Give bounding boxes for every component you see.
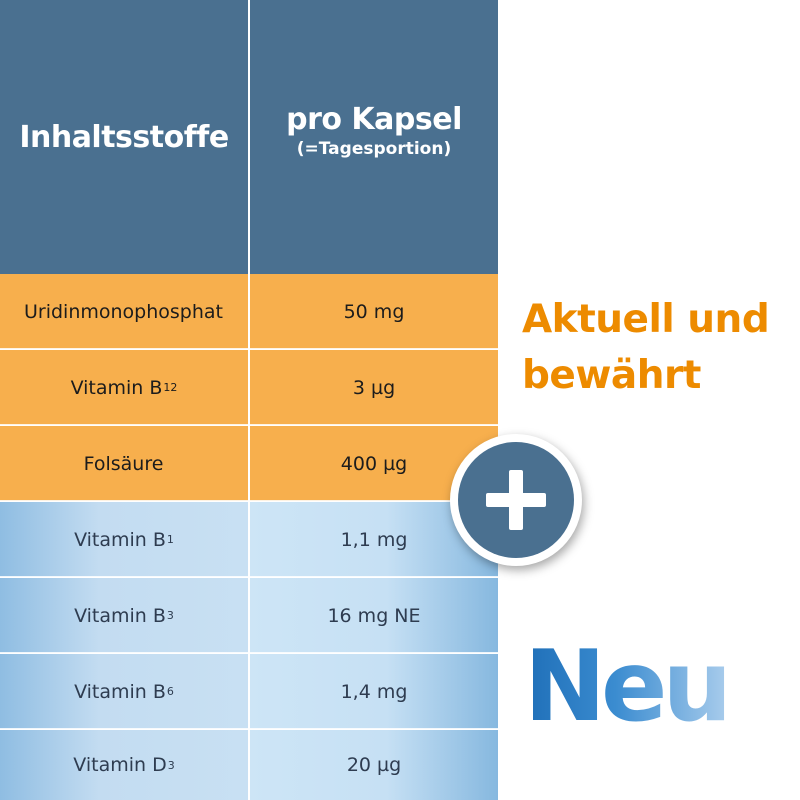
ingredient-amount: 3 µg <box>352 376 396 399</box>
ingredient-amount: 20 µg <box>250 730 498 800</box>
ingredient-amount: 1,4 mg <box>250 654 498 729</box>
ingredient-amount: 400 µg <box>340 452 408 475</box>
neu-label: Neu <box>524 630 732 744</box>
ingredient-name: Folsäure <box>83 452 164 475</box>
header-per-capsule-label: pro Kapsel <box>286 101 462 137</box>
header-ingredients-label: Inhaltsstoffe <box>19 119 229 155</box>
ingredient-amount: 50 mg <box>343 300 405 323</box>
plus-icon <box>458 442 574 558</box>
header-per-capsule: pro Kapsel (=Tagesportion) <box>250 0 498 274</box>
aktuell-label: Aktuell und bewährt <box>522 297 770 398</box>
ingredient-name: Uridinmonophosphat <box>24 300 223 323</box>
ingredient-amount: 16 mg NE <box>250 578 498 653</box>
nutrient-table: Inhaltsstoffe pro Kapsel (=Tagesportion)… <box>0 0 498 800</box>
ingredient-name: Vitamin B 12 <box>70 376 178 399</box>
header-ingredients: Inhaltsstoffe <box>0 0 248 274</box>
header-per-capsule-sub: (=Tagesportion) <box>296 138 452 159</box>
column-divider <box>248 0 250 800</box>
plus-badge <box>450 434 582 566</box>
